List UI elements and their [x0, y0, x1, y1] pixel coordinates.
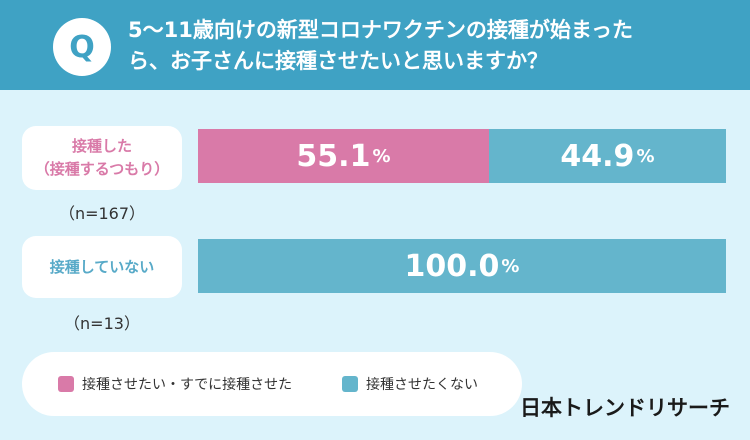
- legend-item-not-want: 接種させたくない: [342, 374, 478, 394]
- data-label-unit: %: [372, 145, 391, 167]
- row-label-vaccinated-line2: （接種するつもり）: [34, 160, 170, 178]
- data-label-row2-series2: 100.0: [404, 248, 500, 284]
- legend-swatch-want: [58, 376, 74, 392]
- brand-logo-text: 日本トレンドリサーチ: [520, 396, 730, 420]
- n-label-vaccinated: （n=167）: [58, 204, 146, 223]
- data-label-unit: %: [501, 255, 520, 277]
- q-badge: Q: [53, 18, 111, 76]
- data-label-row1-series1: 55.1: [296, 138, 371, 174]
- legend-label-not-want: 接種させたくない: [366, 377, 478, 393]
- row-label-not-vaccinated-line1: 接種していない: [49, 257, 155, 276]
- legend-swatch-not-want: [342, 376, 358, 392]
- data-label-row1-series2: 44.9: [560, 138, 635, 174]
- question-text: 5〜11歳向けの新型コロナワクチンの接種が始まった ら、お子さんに接種させたいと…: [128, 15, 728, 77]
- row-label-not-vaccinated: 接種していない: [22, 236, 182, 298]
- legend-item-want: 接種させたい・すでに接種させた: [58, 374, 292, 394]
- question-line-2: ら、お子さんに接種させたいと思いますか？: [128, 49, 548, 73]
- n-label-not-vaccinated: （n=13）: [64, 314, 140, 333]
- row-label-vaccinated: 接種した （接種するつもり）: [22, 126, 182, 190]
- question-line-1: 5〜11歳向けの新型コロナワクチンの接種が始まった: [128, 18, 633, 42]
- bar-segment-row1-series1: 55.1%: [198, 129, 489, 183]
- bar-segment-row2-series2: 100.0%: [198, 239, 726, 293]
- question-header: Q 5〜11歳向けの新型コロナワクチンの接種が始まった ら、お子さんに接種させた…: [0, 0, 750, 90]
- legend: 接種させたい・すでに接種させた 接種させたくない: [22, 352, 522, 416]
- legend-label-want: 接種させたい・すでに接種させた: [82, 377, 293, 393]
- row-label-vaccinated-line1: 接種した: [71, 137, 132, 155]
- bar-segment-row1-series2: 44.9%: [488, 129, 726, 183]
- data-label-unit: %: [636, 145, 655, 167]
